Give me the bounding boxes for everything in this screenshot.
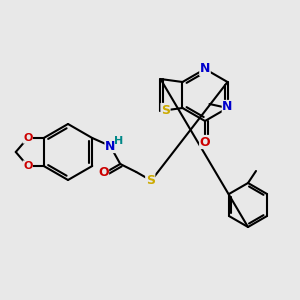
Text: O: O	[98, 166, 109, 178]
Text: O: O	[23, 161, 32, 171]
Text: N: N	[200, 62, 210, 76]
Text: S: S	[146, 173, 155, 187]
Text: O: O	[200, 136, 210, 148]
Text: N: N	[222, 100, 233, 113]
Text: H: H	[114, 136, 123, 146]
Text: S: S	[161, 103, 170, 116]
Text: O: O	[23, 133, 32, 143]
Text: N: N	[105, 140, 116, 152]
